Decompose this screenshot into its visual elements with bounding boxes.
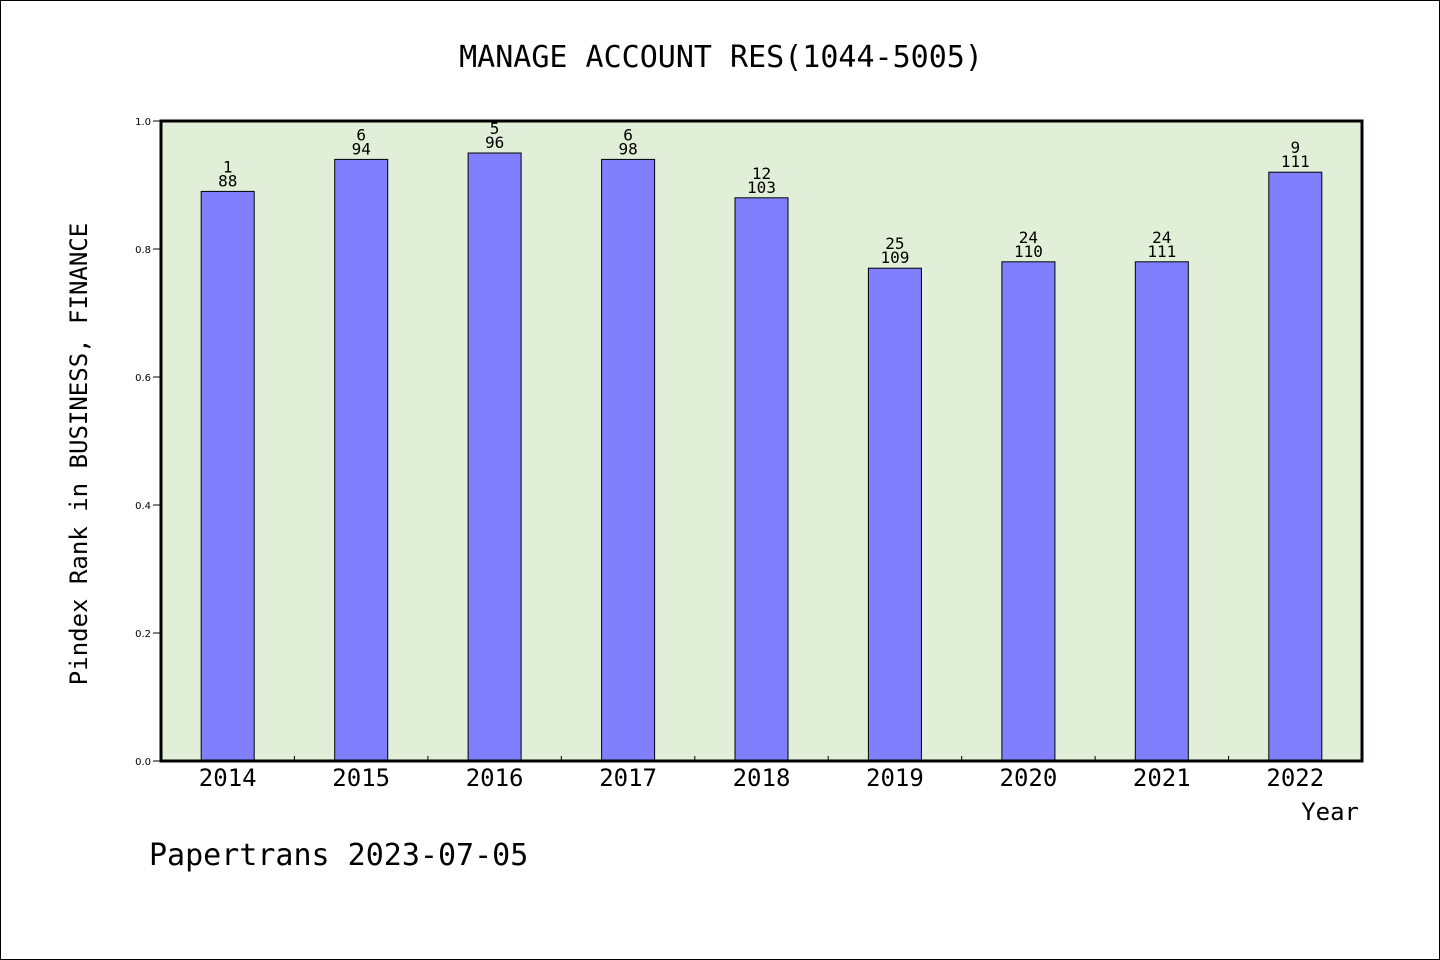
x-tick-label-2016: 2016 (466, 764, 524, 792)
data-label-rank-2018: 12 (752, 164, 771, 183)
data-label-total-2014: 88 (218, 171, 237, 190)
x-tick-label-2015: 2015 (332, 764, 390, 792)
bar-2016 (467, 152, 522, 762)
x-axis-label: Year (1301, 798, 1359, 826)
x-tick-label-2019: 2019 (866, 764, 924, 792)
bar-2015 (334, 158, 389, 762)
y-axis-label: Pindex Rank in BUSINESS, FINANCE (65, 223, 93, 685)
chart-title: MANAGE ACCOUNT RES(1044-5005) (459, 40, 983, 75)
data-label-total-2016: 96 (485, 133, 504, 152)
y-tick-label: 0.4 (135, 501, 151, 512)
data-label-total-2020: 110 (1014, 242, 1043, 261)
y-tick-label: 0.6 (135, 373, 151, 384)
bar-2018 (734, 197, 789, 762)
y-tick-label: 0.8 (135, 245, 151, 256)
data-label-rank-2015: 6 (356, 125, 366, 144)
bar-2021 (1134, 261, 1189, 762)
data-label-total-2017: 98 (618, 139, 637, 158)
data-label-total-2015: 94 (352, 139, 371, 158)
y-tick-label: 0.2 (135, 629, 151, 640)
data-label-rank-2016: 5 (490, 119, 500, 138)
x-tick-label-2017: 2017 (599, 764, 657, 792)
bar-2020 (1001, 261, 1056, 762)
data-label-rank-2017: 6 (623, 125, 633, 144)
footer-date-stamp: Papertrans 2023-07-05 (149, 838, 528, 873)
data-label-rank-2022: 9 (1290, 138, 1300, 157)
data-label-total-2018: 103 (747, 178, 776, 197)
plot-border (159, 119, 1364, 763)
x-tick-label-2014: 2014 (199, 764, 257, 792)
data-label-total-2019: 109 (880, 248, 909, 267)
bar-2017 (601, 158, 656, 762)
bar-2019 (867, 267, 922, 762)
data-label-rank-2014: 1 (223, 157, 233, 176)
data-label-total-2021: 111 (1147, 242, 1176, 261)
bar-2014 (200, 190, 255, 762)
data-label-rank-2021: 24 (1152, 228, 1171, 247)
data-label-rank-2020: 24 (1019, 228, 1038, 247)
data-label-rank-2019: 25 (885, 234, 904, 253)
x-tick-label-2020: 2020 (1000, 764, 1058, 792)
bar-2022 (1268, 171, 1323, 762)
x-tick-label-2022: 2022 (1266, 764, 1324, 792)
data-label-total-2022: 111 (1281, 152, 1310, 171)
ticks-layer: 2014 2015 2016 2017 2018 2019 2020 2021 2022 0.0 0… (135, 117, 1324, 792)
x-tick-label-2018: 2018 (733, 764, 791, 792)
bars-layer (200, 152, 1323, 762)
y-tick-label: 1.0 (135, 117, 151, 128)
x-tick-label-2021: 2021 (1133, 764, 1191, 792)
y-tick-label: 0.0 (135, 757, 151, 768)
